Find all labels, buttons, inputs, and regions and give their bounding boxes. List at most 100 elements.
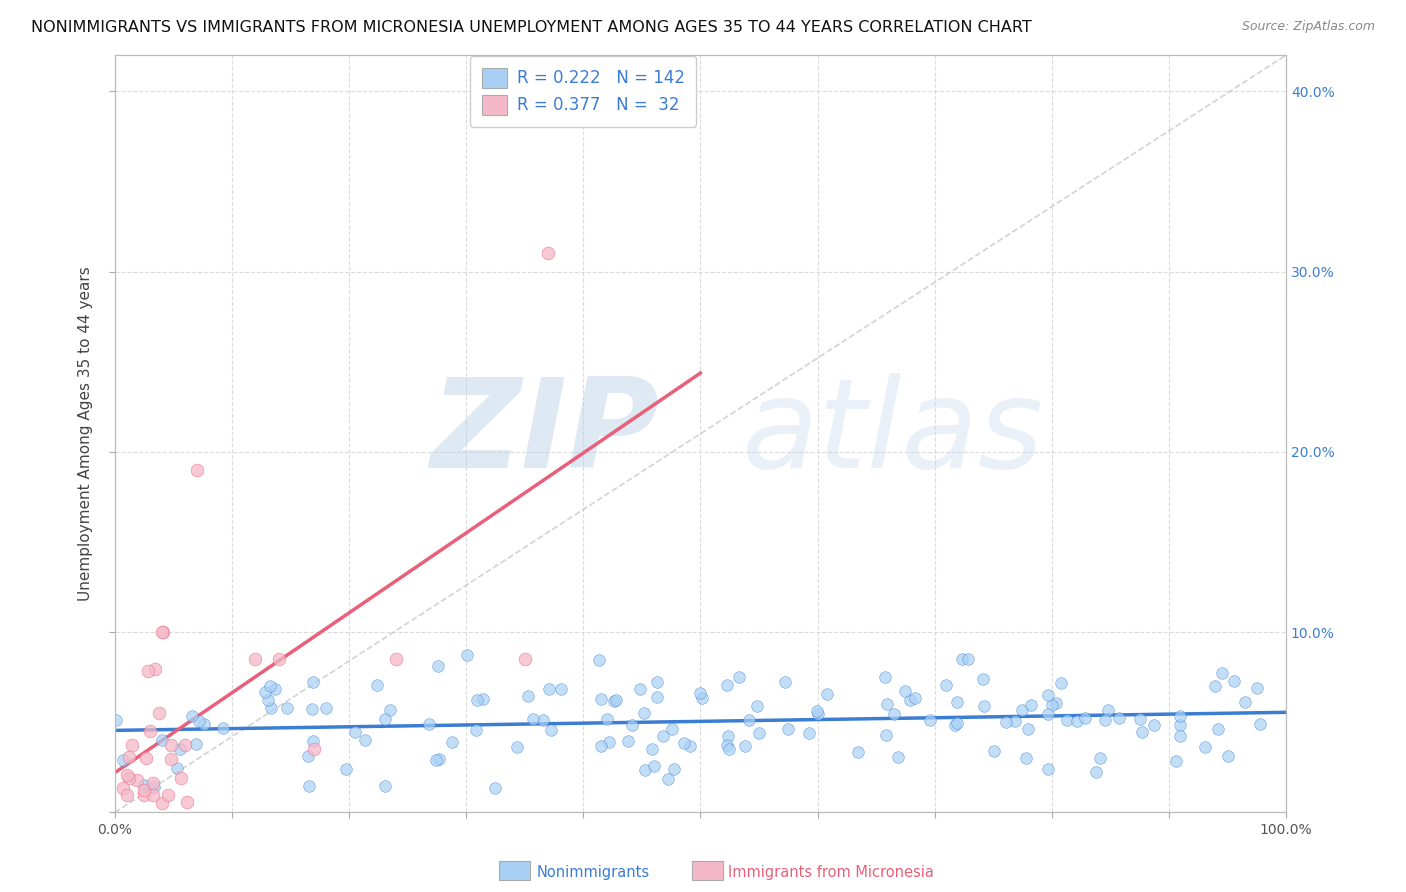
Point	[633, 706, 655, 720]
Text: Nonimmigrants: Nonimmigrants	[537, 865, 650, 880]
Point	[159, 738, 181, 752]
Legend: R = 0.222   N = 142, R = 0.377   N =  32: R = 0.222 N = 142, R = 0.377 N = 32	[470, 56, 696, 127]
Point	[315, 701, 337, 715]
Point	[506, 740, 529, 755]
Point	[169, 771, 191, 785]
Point	[994, 715, 1017, 730]
Point	[1017, 722, 1039, 736]
Point	[118, 771, 141, 785]
Text: NONIMMIGRANTS VS IMMIGRANTS FROM MICRONESIA UNEMPLOYMENT AMONG AGES 35 TO 44 YEA: NONIMMIGRANTS VS IMMIGRANTS FROM MICRONE…	[31, 20, 1032, 35]
Point	[267, 652, 290, 666]
Point	[245, 652, 267, 666]
Point	[181, 708, 204, 723]
Point	[1015, 751, 1038, 765]
Point	[142, 775, 165, 789]
Y-axis label: Unemployment Among Ages 35 to 44 years: Unemployment Among Ages 35 to 44 years	[79, 267, 93, 601]
Point	[212, 721, 235, 735]
Point	[169, 742, 191, 756]
Point	[645, 690, 668, 704]
Point	[150, 625, 173, 640]
Point	[264, 681, 287, 696]
Point	[588, 652, 610, 666]
Point	[806, 705, 828, 719]
Point	[876, 697, 898, 711]
Point	[343, 724, 366, 739]
Point	[641, 742, 664, 756]
Point	[956, 652, 979, 666]
Point	[589, 692, 612, 706]
Point	[143, 663, 166, 677]
Text: atlas: atlas	[741, 373, 1043, 494]
Point	[1168, 709, 1191, 723]
Point	[132, 788, 155, 802]
Point	[184, 737, 207, 751]
Point	[139, 724, 162, 739]
Point	[537, 681, 560, 696]
Point	[651, 729, 673, 743]
Point	[690, 690, 713, 705]
Point	[1246, 681, 1268, 695]
Point	[531, 713, 554, 727]
Point	[166, 761, 188, 775]
Point	[887, 749, 910, 764]
Point	[537, 246, 560, 260]
Point	[672, 736, 695, 750]
Point	[1130, 725, 1153, 739]
Point	[259, 679, 281, 693]
Point	[148, 706, 170, 721]
Point	[112, 753, 135, 767]
Point	[1074, 711, 1097, 725]
Point	[589, 739, 612, 754]
Point	[302, 742, 325, 756]
Point	[418, 717, 440, 731]
Point	[894, 683, 917, 698]
Point	[603, 694, 626, 708]
Point	[111, 781, 134, 796]
Point	[643, 759, 665, 773]
Point	[815, 687, 838, 701]
Point	[920, 713, 942, 727]
Point	[1168, 717, 1191, 731]
Text: ZIP: ZIP	[430, 373, 659, 494]
Point	[117, 768, 139, 782]
Point	[748, 726, 770, 740]
Point	[617, 733, 640, 747]
Point	[807, 707, 830, 722]
Point	[1036, 688, 1059, 702]
Point	[778, 722, 800, 736]
Point	[1249, 717, 1271, 731]
Point	[1066, 714, 1088, 728]
Point	[972, 672, 994, 686]
Point	[717, 742, 740, 756]
Point	[136, 664, 159, 678]
Point	[734, 739, 756, 753]
Point	[1143, 718, 1166, 732]
Point	[257, 693, 280, 707]
Point	[373, 779, 395, 793]
Point	[904, 690, 927, 705]
Point	[517, 689, 540, 703]
Point	[142, 788, 165, 802]
Point	[253, 685, 276, 699]
Point	[132, 778, 155, 792]
Point	[301, 702, 323, 716]
Point	[747, 698, 769, 713]
Point	[661, 723, 683, 737]
Point	[1168, 729, 1191, 743]
Text: Source: ZipAtlas.com: Source: ZipAtlas.com	[1241, 20, 1375, 33]
Point	[598, 735, 620, 749]
Point	[276, 701, 298, 715]
Point	[156, 788, 179, 802]
Point	[427, 752, 450, 766]
Point	[135, 750, 157, 764]
Point	[1204, 679, 1226, 693]
Point	[883, 707, 905, 722]
Point	[973, 699, 995, 714]
Point	[465, 723, 488, 737]
Point	[689, 686, 711, 700]
Point	[374, 713, 396, 727]
Point	[186, 463, 208, 477]
Point	[797, 726, 820, 740]
Point	[385, 652, 408, 666]
Point	[1056, 714, 1078, 728]
